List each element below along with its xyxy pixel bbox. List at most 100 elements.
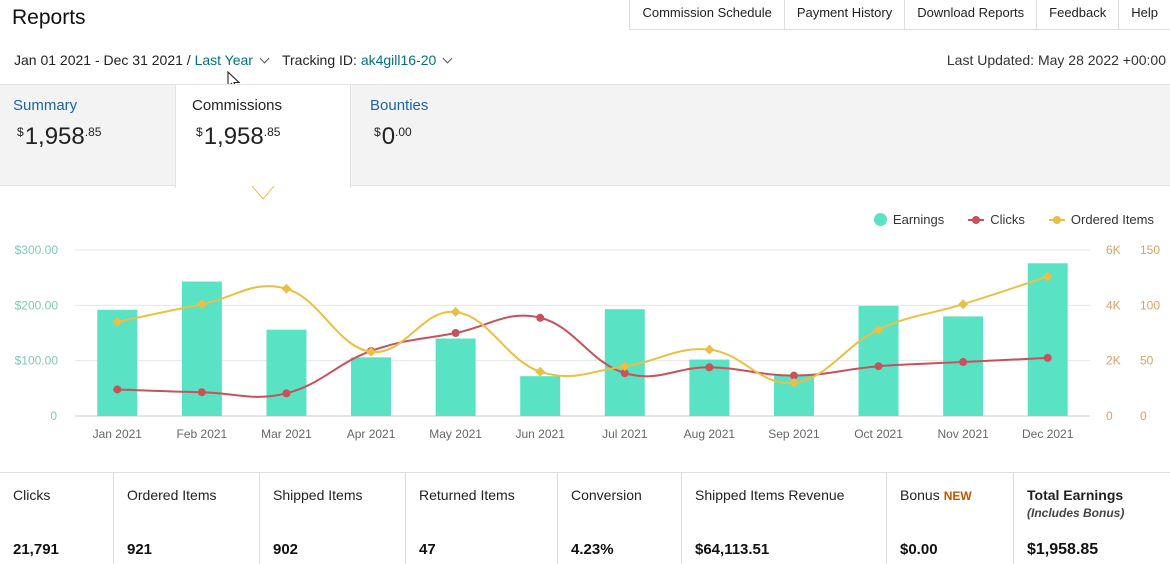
left-axis-tick-label: 0 [50,409,57,423]
chevron-down-icon[interactable] [259,53,270,64]
stat-bonus: Bonus NEW $0.00 [887,473,1014,564]
clicks-point [1043,353,1052,362]
x-axis-tick-label: May 2021 [429,427,482,441]
new-badge: NEW [943,489,972,503]
stat-total-earnings: Total Earnings (Includes Bonus) $1,958.8… [1027,487,1125,558]
ordered-items-point [873,324,884,335]
earnings-bar [351,357,392,416]
earnings-bar [266,329,307,416]
stat-conversion: Conversion 4.23% [558,473,682,564]
right-axis-tick-label: 150 [1140,243,1160,257]
clicks-point [620,369,629,378]
chevron-down-icon[interactable] [442,53,453,64]
ordered-items-point [112,316,123,327]
page-title: Reports [12,6,86,29]
x-axis-tick-label: Mar 2021 [261,427,312,441]
x-axis-tick-label: Nov 2021 [937,427,989,441]
tab-label: Commissions [192,97,283,114]
tab-bounties[interactable]: Bounties $0.00 [370,85,520,185]
ordered-items-point [958,299,969,310]
stat-ordered-items: Ordered Items 921 [114,473,260,564]
x-axis-tick-label: Jun 2021 [516,427,566,441]
earnings-bar [858,305,899,416]
tab-amount: $1,958.85 [17,123,102,150]
tab-summary[interactable]: Summary $1,958.85 [13,85,163,185]
right-axis-tick-label: 100 [1140,298,1160,312]
ordered-items-point [196,299,207,310]
nav-download-reports[interactable]: Download Reports [904,0,1036,29]
ordered-items-point [281,283,292,294]
tab-label: Bounties [370,97,429,114]
clicks-point [282,389,291,398]
clicks-line-icon [968,215,985,225]
tab-amount: $0.00 [374,123,412,150]
x-axis-tick-label: Dec 2021 [1022,427,1074,441]
nav-help[interactable]: Help [1118,0,1170,29]
tab-label: Summary [13,97,78,114]
clicks-point [451,329,460,337]
stat-clicks: Clicks 21,791 [0,473,114,564]
tracking-label: Tracking ID: [281,52,357,68]
summary-tabs: Summary $1,958.85 Commissions $1,958.85 … [0,84,1170,188]
right-axis-tick-label: 0 [1106,409,1113,423]
nav-payment-history[interactable]: Payment History [783,0,904,29]
clicks-line [117,314,1048,398]
filter-bar: Jan 01 2021 - Dec 31 2021 / Last Year Tr… [14,52,459,68]
ordered-line-icon [1048,215,1065,225]
earnings-bar [1027,263,1068,416]
x-axis-tick-label: Jul 2021 [602,427,648,441]
ordered-items-line [117,275,1049,384]
clicks-point [789,371,798,380]
left-axis-tick-label: $200.00 [15,298,59,312]
right-axis-tick-label: 4K [1106,298,1121,312]
last-updated: Last Updated: May 28 2022 +00:00 [946,52,1166,68]
right-axis-tick-label: 50 [1140,354,1154,368]
tab-commissions[interactable]: Commissions $1,958.85 [175,85,351,188]
stats-bar: Clicks 21,791 Ordered Items 921 Shipped It… [0,472,1170,564]
legend-clicks[interactable]: Clicks [968,212,1025,227]
clicks-point [959,358,968,367]
x-axis-tick-label: Aug 2021 [684,427,736,441]
clicks-point [536,313,545,322]
ordered-items-point [704,344,715,355]
tab-amount: $1,958.85 [196,123,281,150]
chart-legend: Earnings Clicks Ordered Items [873,212,1154,227]
ordered-items-point [619,361,630,372]
x-axis-tick-label: Jan 2021 [93,427,143,441]
clicks-point [113,385,122,394]
x-axis-tick-label: Sep 2021 [768,427,820,441]
right-axis-tick-label: 2K [1106,354,1121,368]
clicks-point [705,363,714,372]
ordered-items-point [1042,271,1053,282]
right-axis-tick-label: 6K [1106,243,1121,257]
earnings-bar [520,376,561,416]
stat-shipped-items: Shipped Items 902 [260,473,406,564]
date-range-text: Jan 01 2021 - Dec 31 2021 / [14,52,191,68]
left-axis-tick-label: $100.00 [15,354,59,368]
ordered-items-point [366,346,376,357]
right-axis-tick-label: 0 [1140,409,1147,423]
x-axis-tick-label: Apr 2021 [347,427,396,441]
earnings-bar [97,309,138,416]
earnings-chart: 0 $100.00 $200.00 $300.00 0 2K 4K 6K 0 50 100 150 Ja… [15,243,1161,441]
stat-returned-items: Returned Items 47 [406,473,558,564]
stat-shipped-revenue: Shipped Items Revenue $64,113.51 [682,473,887,564]
clicks-point [197,388,206,397]
x-axis-tick-label: Oct 2021 [854,427,903,441]
x-axis-tick-label: Feb 2021 [177,427,228,441]
earnings-dot-icon [873,213,887,226]
top-nav: Commission Schedule Payment History Down… [629,0,1170,30]
earnings-bar [943,316,984,416]
clicks-point [874,362,883,371]
legend-earnings[interactable]: Earnings [873,212,944,227]
ordered-items-point [789,377,799,388]
ordered-items-point [535,366,546,377]
earnings-bar [435,338,476,416]
nav-commission-schedule[interactable]: Commission Schedule [629,0,783,29]
legend-ordered-items[interactable]: Ordered Items [1048,212,1154,227]
tracking-id-dropdown[interactable]: ak4gill16-20 [360,52,437,68]
active-tab-caret-icon [252,186,274,200]
date-preset-dropdown[interactable]: Last Year [194,52,253,68]
nav-feedback[interactable]: Feedback [1036,0,1118,29]
ordered-items-point [450,307,461,317]
